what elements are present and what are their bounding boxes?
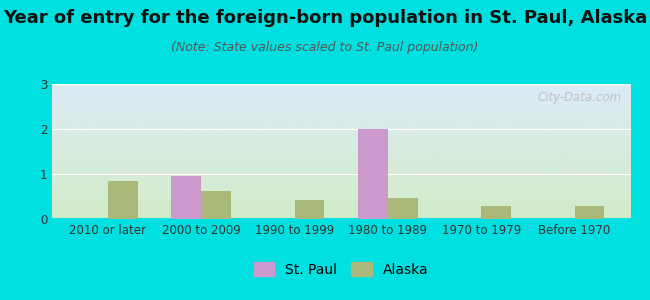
Text: Year of entry for the foreign-born population in St. Paul, Alaska: Year of entry for the foreign-born popul… (3, 9, 647, 27)
Bar (481, 206, 511, 219)
Bar (575, 206, 604, 219)
Bar (294, 200, 324, 219)
Legend: St. Paul, Alaska: St. Paul, Alaska (248, 256, 434, 282)
Bar (202, 191, 231, 219)
Bar (358, 129, 388, 219)
Text: (Note: State values scaled to St. Paul population): (Note: State values scaled to St. Paul p… (172, 40, 478, 53)
Bar (108, 181, 138, 219)
Bar (172, 176, 202, 219)
Bar (388, 198, 418, 219)
Text: City-Data.com: City-Data.com (538, 91, 622, 104)
